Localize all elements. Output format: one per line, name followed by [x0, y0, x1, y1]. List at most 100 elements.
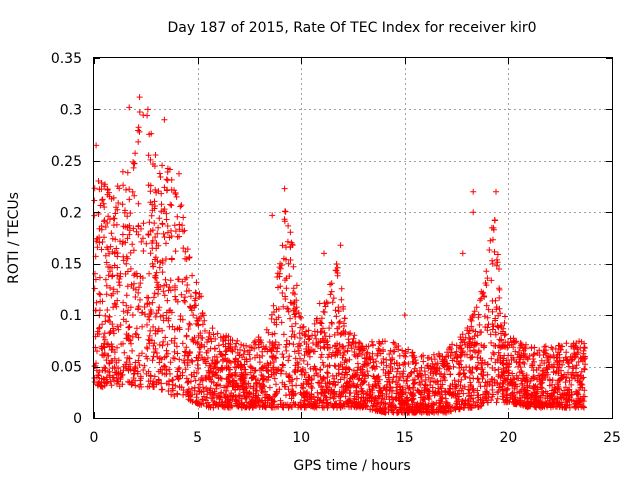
data-point	[135, 303, 142, 310]
data-point	[147, 250, 154, 257]
data-point	[151, 290, 158, 297]
data-point	[156, 355, 163, 362]
data-point	[138, 238, 145, 245]
data-point	[108, 382, 115, 389]
data-point	[330, 378, 337, 385]
data-point	[122, 207, 128, 214]
data-point	[225, 379, 232, 385]
data-point	[101, 380, 108, 386]
data-point	[227, 345, 234, 351]
data-point	[503, 357, 510, 364]
data-point	[320, 343, 327, 350]
data-point	[317, 345, 324, 352]
data-point	[167, 277, 174, 284]
data-point	[129, 188, 136, 195]
data-point	[537, 362, 544, 369]
data-point	[509, 390, 515, 397]
data-point	[539, 385, 546, 392]
data-point	[137, 296, 143, 303]
data-point	[127, 265, 134, 272]
data-point	[486, 247, 493, 253]
data-point	[229, 337, 236, 344]
data-point	[464, 325, 471, 331]
data-point	[159, 221, 166, 228]
data-point	[566, 404, 573, 411]
data-point	[184, 362, 191, 369]
data-point	[156, 215, 163, 222]
data-point	[421, 405, 427, 412]
data-point	[269, 331, 276, 338]
data-point	[133, 325, 140, 332]
data-point	[389, 387, 396, 394]
x-tick-label: 5	[193, 430, 202, 446]
data-point	[509, 370, 516, 377]
data-point	[509, 395, 516, 402]
data-point	[326, 362, 333, 369]
data-point	[140, 235, 146, 242]
data-point	[394, 409, 401, 416]
data-point	[399, 347, 406, 354]
data-point	[516, 360, 523, 366]
data-point	[301, 404, 308, 411]
data-point	[435, 350, 442, 357]
data-point	[345, 399, 352, 406]
data-point	[426, 388, 433, 395]
data-point	[96, 290, 103, 297]
data-point	[99, 239, 106, 245]
data-point	[318, 351, 325, 358]
data-point	[187, 321, 193, 328]
data-point	[233, 397, 240, 403]
data-point	[124, 309, 131, 316]
data-point	[557, 346, 564, 353]
data-point	[154, 258, 161, 265]
data-point	[365, 360, 372, 367]
data-point	[149, 237, 156, 244]
data-point	[184, 379, 191, 386]
data-point	[99, 197, 105, 204]
data-point	[337, 361, 344, 368]
data-point	[91, 375, 98, 381]
data-point	[534, 388, 541, 395]
data-point	[155, 224, 162, 231]
data-point	[273, 370, 280, 377]
data-point	[572, 400, 579, 407]
data-point	[107, 268, 113, 275]
data-point	[216, 399, 223, 406]
data-point	[235, 384, 242, 391]
data-point	[260, 382, 267, 389]
data-point	[240, 380, 247, 387]
data-point	[256, 359, 263, 366]
data-point	[287, 315, 294, 322]
data-point	[286, 374, 293, 381]
data-point	[524, 356, 531, 363]
data-point	[92, 270, 98, 277]
data-point	[573, 362, 580, 369]
data-point	[398, 404, 405, 411]
data-point	[191, 373, 198, 380]
data-point	[485, 306, 492, 313]
data-point	[494, 395, 501, 402]
data-point	[417, 408, 424, 415]
data-point	[340, 320, 347, 327]
data-point	[172, 382, 179, 389]
data-point	[200, 400, 207, 407]
data-point	[169, 387, 176, 394]
data-point	[395, 346, 402, 353]
data-point	[196, 381, 203, 388]
data-point	[425, 362, 431, 369]
data-point	[208, 338, 215, 345]
data-point	[540, 389, 547, 396]
data-point	[444, 402, 451, 409]
data-point	[119, 231, 126, 238]
data-point	[360, 369, 367, 376]
data-point	[341, 388, 348, 394]
data-point	[183, 333, 190, 340]
data-point	[152, 272, 159, 279]
data-point	[172, 191, 179, 198]
data-point	[178, 291, 185, 298]
data-point	[270, 302, 277, 309]
data-point	[483, 397, 490, 404]
data-point	[309, 332, 316, 339]
data-point	[195, 384, 202, 391]
